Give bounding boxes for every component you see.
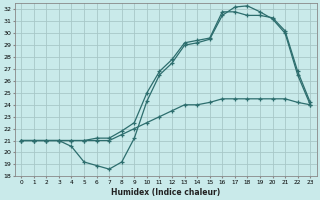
X-axis label: Humidex (Indice chaleur): Humidex (Indice chaleur)	[111, 188, 220, 197]
